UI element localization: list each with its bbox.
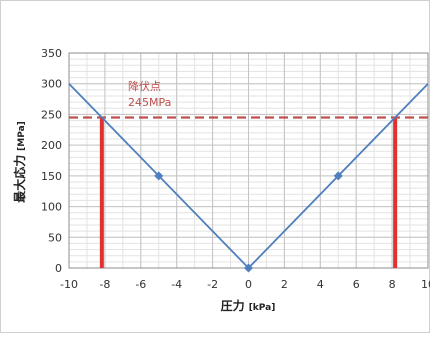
y-tick-label: 150 — [41, 170, 62, 183]
x-tick-label: -4 — [171, 278, 182, 291]
x-tick-label: -8 — [99, 278, 110, 291]
y-tick-label: 50 — [48, 231, 62, 244]
x-tick-label: 4 — [317, 278, 324, 291]
x-tick-label: 10 — [421, 278, 430, 291]
yield-value-label: 245MPa — [128, 96, 171, 109]
y-axis-unit: [MPa] — [17, 121, 27, 151]
x-axis-unit: [kPa] — [249, 303, 276, 313]
y-tick-labels: 0 50 100 150 200 250 300 350 — [41, 47, 62, 275]
y-tick-label: 350 — [41, 47, 62, 60]
yield-point-label: 降伏点 — [128, 79, 161, 93]
y-tick-label: 200 — [41, 139, 62, 152]
y-tick-label: 100 — [41, 201, 62, 214]
x-tick-label: 0 — [245, 278, 252, 291]
x-tick-label: -2 — [207, 278, 218, 291]
y-tick-label: 300 — [41, 78, 62, 91]
data-point-marker — [154, 171, 164, 181]
x-axis-title: 圧力 — [221, 298, 245, 313]
series-markers — [154, 171, 343, 273]
y-axis-title: 最大応力 — [12, 155, 27, 203]
y-tick-label: 250 — [41, 108, 62, 121]
x-axis-label: 圧力 [kPa] — [221, 298, 276, 313]
x-tick-label: 6 — [353, 278, 360, 291]
x-tick-label: 2 — [281, 278, 288, 291]
x-tick-label: -10 — [60, 278, 78, 291]
data-point-marker — [333, 171, 343, 181]
y-tick-label: 0 — [55, 262, 62, 275]
x-tick-label: 8 — [389, 278, 396, 291]
data-point-marker — [244, 263, 253, 273]
x-tick-label: -6 — [135, 278, 146, 291]
x-tick-labels: -10 -8 -6 -4 -2 0 2 4 6 8 10 — [60, 278, 430, 291]
vertical-markers — [99, 117, 398, 268]
y-axis-label: 最大応力 [MPa] — [12, 121, 27, 203]
